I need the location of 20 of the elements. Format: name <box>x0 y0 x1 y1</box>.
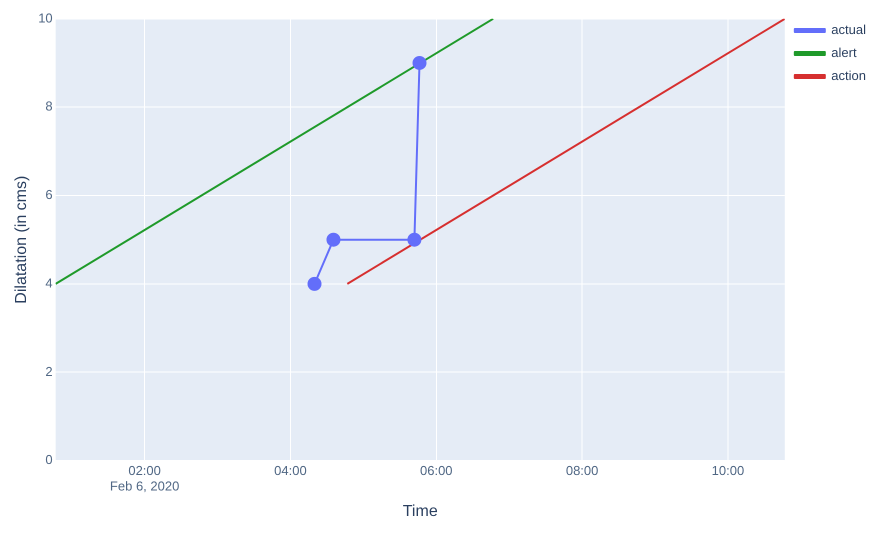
y-tick-label: 0 <box>45 452 53 468</box>
point <box>326 232 340 247</box>
x-tick-label: 04:00 <box>274 462 307 478</box>
y-tick-label: 4 <box>45 275 53 290</box>
legend-label: alert <box>831 45 857 60</box>
y-tick-label: 10 <box>38 10 53 26</box>
point <box>407 232 422 247</box>
legend-label: actual <box>831 22 866 38</box>
point <box>308 276 322 291</box>
x-tick-label: 02:00 Feb 6, 2020 <box>110 462 180 494</box>
x-tick-label: 10:00 <box>712 462 744 478</box>
legend-label: action <box>831 68 866 84</box>
y-axis-title: Dilatation (in cms) <box>13 176 30 304</box>
x-tick-label: 06:00 <box>420 462 453 478</box>
y-tick-label: 6 <box>45 187 53 202</box>
x-tick-label: 08:00 <box>566 462 598 478</box>
y-tick-label: 2 <box>45 364 53 379</box>
point <box>412 56 427 70</box>
x-axis-title: Time <box>402 502 438 520</box>
y-tick-label: 8 <box>45 98 53 114</box>
